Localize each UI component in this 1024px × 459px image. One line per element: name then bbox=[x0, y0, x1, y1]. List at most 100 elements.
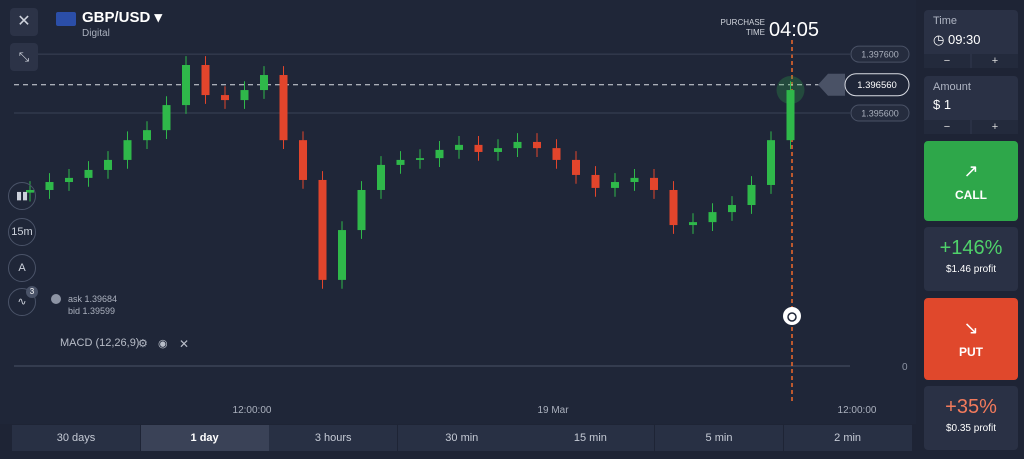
asset-name[interactable]: GBP/USD ▾ bbox=[82, 9, 163, 26]
call-text: CALL bbox=[955, 188, 987, 202]
candle-body bbox=[338, 230, 346, 280]
price-glow bbox=[776, 76, 805, 105]
bid: bid 1.39599 bbox=[68, 306, 115, 316]
purchase-time: 04:05 bbox=[769, 19, 819, 41]
time-plus[interactable]: + bbox=[972, 54, 1018, 68]
timeframe-button[interactable]: 30 days bbox=[12, 425, 140, 451]
call-profit: $1.46 profit bbox=[945, 264, 997, 275]
candle-body bbox=[65, 177, 73, 183]
timeframe-button[interactable]: 5 min bbox=[655, 425, 783, 451]
candle-body bbox=[474, 144, 483, 152]
indicator-tool[interactable]: ∿ bbox=[8, 288, 36, 316]
candle-body bbox=[572, 159, 580, 175]
candle-body bbox=[435, 149, 444, 159]
chart-type-tool[interactable]: ▮▮ bbox=[8, 182, 36, 210]
candle-body bbox=[494, 148, 502, 152]
candle-body bbox=[747, 184, 756, 206]
timer-icon bbox=[783, 307, 801, 325]
candle-body bbox=[786, 90, 795, 141]
timeframe-button[interactable]: 3 hours bbox=[269, 425, 398, 451]
candle-body bbox=[84, 169, 93, 178]
amount-plus[interactable]: + bbox=[972, 120, 1018, 134]
candle-body bbox=[689, 222, 697, 226]
asset-text: GBP/USD bbox=[82, 9, 151, 26]
current-price-label: 1.396560 bbox=[857, 80, 897, 91]
price-tag bbox=[850, 45, 910, 63]
candle-body bbox=[221, 95, 229, 101]
amount-value[interactable]: $ 1 bbox=[933, 97, 952, 112]
candle-body bbox=[767, 140, 775, 185]
candle-body bbox=[104, 159, 112, 170]
timeframe-button[interactable]: 30 min bbox=[397, 425, 526, 451]
macd-visibility[interactable]: ◉ bbox=[158, 338, 168, 350]
candle-body bbox=[552, 148, 561, 160]
purchase-label: TIME bbox=[746, 28, 765, 37]
candle-body bbox=[630, 177, 639, 183]
candle-body bbox=[708, 212, 717, 223]
price-tick-label: 1.395600 bbox=[861, 109, 899, 119]
candle-body bbox=[45, 182, 54, 190]
timeframe-button[interactable]: 1 day bbox=[140, 425, 269, 451]
indicator-count: 3 bbox=[26, 286, 38, 298]
call-icon: ↗ bbox=[963, 161, 979, 181]
macd-settings[interactable]: ⚙ bbox=[138, 338, 148, 350]
asset-type: Digital bbox=[82, 28, 110, 39]
collapse-button[interactable]: ⤡ bbox=[10, 43, 38, 71]
candle-body bbox=[318, 179, 327, 280]
time-value[interactable]: ◷ 09:30 bbox=[933, 32, 981, 47]
time-text: 09:30 bbox=[947, 32, 981, 47]
candle-body bbox=[533, 141, 541, 149]
time-minus[interactable]: − bbox=[924, 54, 970, 68]
candle-body bbox=[260, 75, 268, 91]
amount-label: Amount bbox=[933, 81, 971, 93]
timeframe-button[interactable]: 15 min bbox=[526, 425, 655, 451]
candle-body bbox=[728, 205, 736, 213]
candle-body bbox=[299, 140, 307, 180]
chart-bg bbox=[0, 0, 916, 424]
candle-body bbox=[162, 105, 171, 131]
timer-glyph bbox=[787, 312, 797, 322]
put-profit: $0.35 profit bbox=[945, 423, 997, 434]
current-price-tag bbox=[844, 73, 910, 97]
candle-body bbox=[123, 140, 132, 160]
price-tick-label: 1.397600 bbox=[861, 50, 899, 60]
macd-remove[interactable]: ✕ bbox=[179, 337, 189, 351]
amount-box: Amount $ 1 − + bbox=[924, 76, 1018, 134]
put-payout: +35% bbox=[945, 396, 997, 418]
x-tick-label: 12:00:00 bbox=[233, 405, 272, 416]
drawing-tool[interactable]: A bbox=[8, 254, 36, 282]
candle-body bbox=[357, 189, 366, 231]
price-tag bbox=[850, 104, 910, 122]
timeframe-tool[interactable]: 15m bbox=[8, 218, 36, 246]
time-box: Time ◷ 09:30 − + bbox=[924, 10, 1018, 68]
candle-body bbox=[240, 90, 249, 101]
time-label: Time bbox=[933, 15, 958, 27]
x-tick-label: 19 Mar bbox=[537, 405, 569, 416]
candle-body bbox=[591, 174, 600, 188]
amount-minus[interactable]: − bbox=[924, 120, 970, 134]
candle-body bbox=[611, 182, 619, 188]
candle-body bbox=[396, 159, 405, 165]
candle-body bbox=[650, 177, 658, 190]
put-button[interactable]: ↘ PUT bbox=[924, 298, 1018, 380]
current-price-pointer bbox=[818, 73, 845, 96]
put-text: PUT bbox=[959, 345, 983, 359]
chart: 0 MACD (12,26,9) ⚙ ◉ ✕ ask 1.39684 bid 1… bbox=[0, 0, 916, 424]
call-button[interactable]: ↗ CALL bbox=[924, 141, 1018, 221]
x-tick-label: 12:00:00 bbox=[838, 405, 877, 416]
put-icon: ↘ bbox=[963, 318, 979, 338]
macd-zero-label: 0 bbox=[902, 362, 908, 373]
timeframe-button[interactable]: 2 min bbox=[783, 425, 912, 451]
macd-label: MACD (12,26,9) bbox=[60, 337, 139, 349]
put-payout-box: +35% $0.35 profit bbox=[924, 386, 1018, 450]
candle-body bbox=[416, 158, 424, 160]
close-button[interactable]: ✕ bbox=[10, 8, 38, 36]
ask: ask 1.39684 bbox=[68, 294, 117, 304]
candle-body bbox=[182, 64, 190, 106]
flag-icon bbox=[56, 12, 76, 26]
candle-body bbox=[669, 189, 678, 226]
call-payout-box: +146% $1.46 profit bbox=[924, 227, 1018, 291]
candle-body bbox=[513, 141, 522, 149]
candle-body bbox=[455, 144, 463, 150]
info-icon bbox=[51, 294, 61, 304]
